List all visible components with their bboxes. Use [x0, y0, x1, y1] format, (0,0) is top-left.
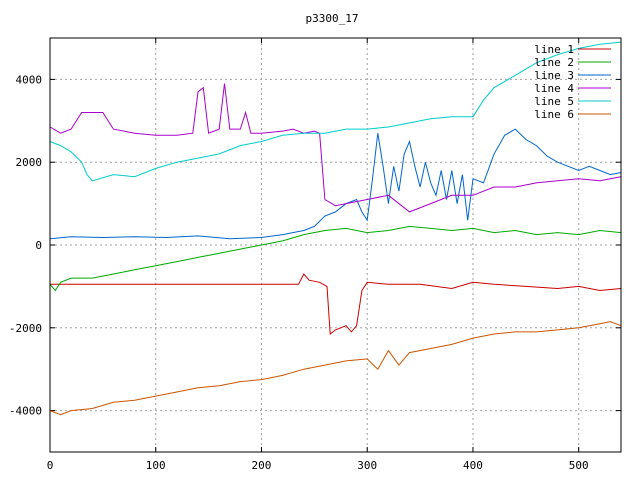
y-tick-label: 4000 — [16, 73, 43, 86]
x-tick-label: 400 — [463, 459, 483, 472]
legend-label-1: line 1 — [534, 43, 574, 56]
legend-label-3: line 3 — [534, 69, 574, 82]
series-layer — [49, 41, 622, 416]
grid-lines — [50, 38, 621, 452]
axis-ticks: 0 100 200 300 400 500 -4000 -2000 0 2000 4000 — [9, 38, 621, 472]
y-tick-label: 0 — [35, 239, 42, 252]
series-line-6 — [49, 321, 622, 416]
series-line-5 — [49, 41, 622, 182]
x-tick-label: 500 — [569, 459, 589, 472]
legend-label-5: line 5 — [534, 95, 574, 108]
series-line-3 — [49, 128, 622, 240]
legend-label-6: line 6 — [534, 108, 574, 121]
x-tick-label: 300 — [357, 459, 377, 472]
y-tick-label: -4000 — [9, 405, 42, 418]
series-line-1 — [50, 273, 622, 335]
series-line-4 — [49, 83, 622, 213]
x-tick-label: 200 — [252, 459, 272, 472]
series-line-2 — [49, 225, 622, 292]
chart-title: p3300_17 — [306, 12, 359, 25]
plot-frame — [49, 37, 622, 453]
legend-label-2: line 2 — [534, 56, 574, 69]
x-tick-label: 0 — [47, 459, 54, 472]
x-tick-label: 100 — [146, 459, 166, 472]
y-tick-label: -2000 — [9, 322, 42, 335]
legend-label-4: line 4 — [534, 82, 574, 95]
y-tick-label: 2000 — [16, 156, 43, 169]
